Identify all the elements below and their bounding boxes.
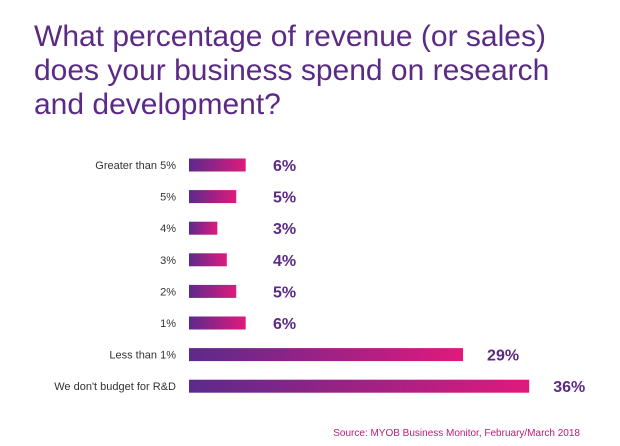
bar-5 — [189, 190, 237, 204]
chart-title: What percentage of revenue (or sales) do… — [34, 20, 550, 121]
category-label-greater-than-5: Greater than 5% — [95, 160, 176, 172]
bar-we-don-t-budget-for-r-d — [189, 379, 530, 393]
value-label-greater-than-5: 6% — [273, 158, 296, 175]
bar-greater-than-5 — [189, 158, 246, 172]
category-label-less-than-1: Less than 1% — [109, 350, 176, 362]
value-label-1: 6% — [273, 316, 296, 333]
category-label-we-don-t-budget-for-r-d: We don't budget for R&D — [54, 381, 176, 393]
bar-3 — [189, 253, 227, 267]
category-label-5: 5% — [160, 192, 176, 204]
bar-less-than-1 — [189, 348, 464, 362]
value-label-less-than-1: 29% — [487, 348, 519, 365]
bar-2 — [189, 284, 237, 298]
bars-group: Greater than 5% 6% 5% 5% 4% 3% 3% 4% 2% 5% 1% 6% Les… — [54, 158, 585, 396]
value-label-3: 4% — [273, 253, 296, 270]
category-label-3: 3% — [160, 255, 176, 267]
bar-4 — [189, 221, 218, 235]
category-label-4: 4% — [160, 223, 176, 235]
value-label-5: 5% — [273, 190, 296, 207]
value-label-4: 3% — [273, 221, 296, 238]
category-label-2: 2% — [160, 286, 176, 298]
value-label-we-don-t-budget-for-r-d: 36% — [553, 379, 585, 396]
category-label-1: 1% — [160, 318, 176, 330]
source-note: Source: MYOB Business Monitor, February/… — [333, 428, 580, 439]
bar-1 — [189, 316, 246, 330]
value-label-2: 5% — [273, 284, 296, 301]
